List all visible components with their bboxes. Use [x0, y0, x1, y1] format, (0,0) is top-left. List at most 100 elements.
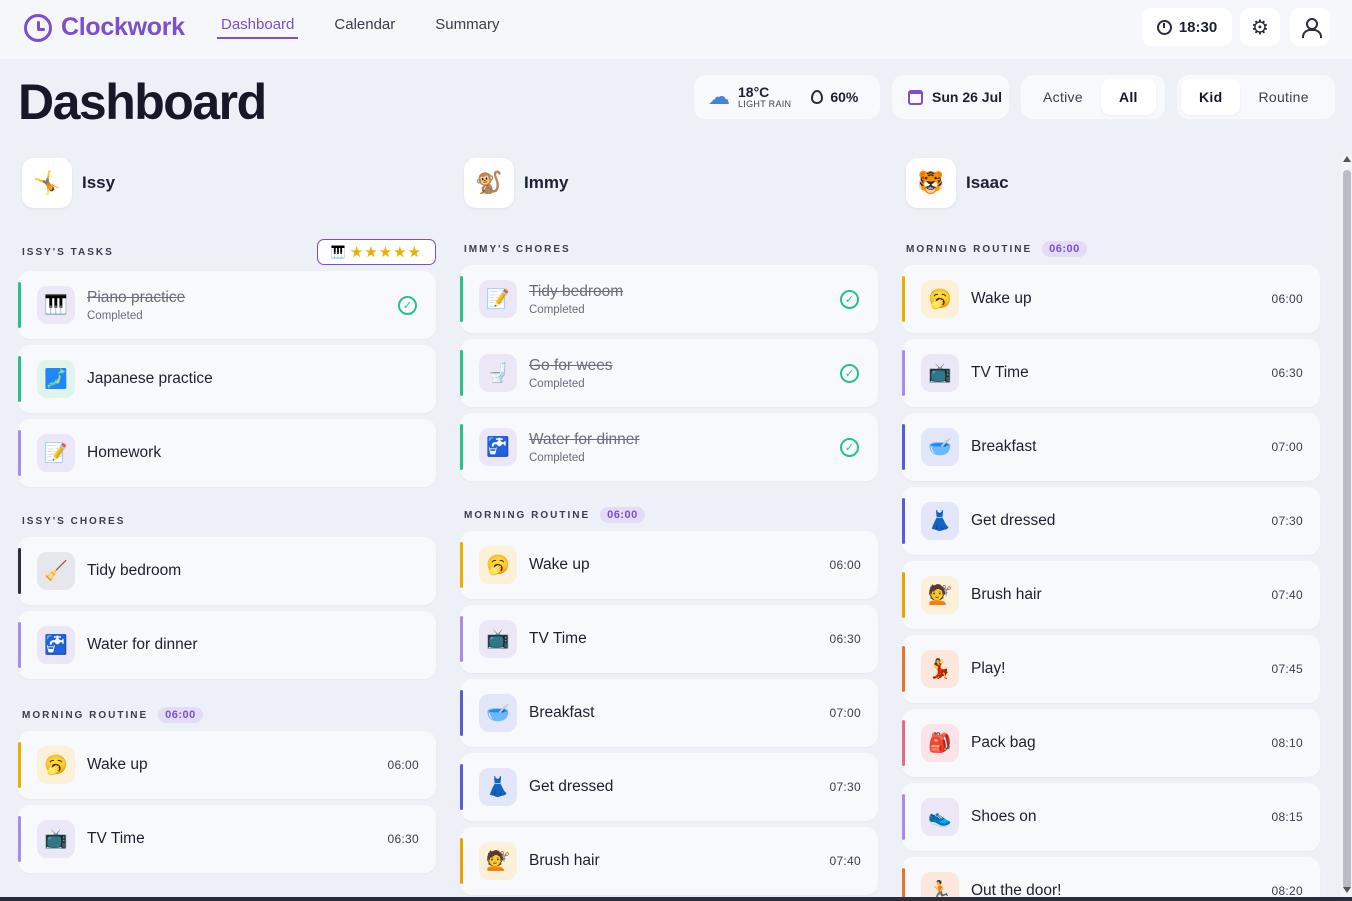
kid-name: Immy: [524, 173, 569, 192]
nav-calendar[interactable]: Calendar: [334, 16, 396, 33]
task-color-bar: [902, 794, 905, 840]
task-color-bar: [902, 424, 905, 470]
task-card[interactable]: 💃 Play! 07:45: [902, 635, 1320, 703]
task-title: Japanese practice: [87, 370, 213, 387]
task-card[interactable]: 👟 Shoes on 08:15: [902, 783, 1320, 851]
current-time: 18:30: [1142, 8, 1232, 46]
task-card[interactable]: 🥱 Wake up 06:00: [902, 265, 1320, 333]
check-circle-icon[interactable]: ✓: [840, 363, 859, 383]
task-card[interactable]: 📝 Tidy bedroom Completed ✓: [460, 265, 878, 333]
task-icon: 🗾: [37, 360, 75, 398]
task-color-bar: [460, 276, 463, 322]
task-color-bar: [460, 838, 463, 884]
section-heading: ISSY'S CHORES: [18, 511, 436, 531]
task-card[interactable]: 🥣 Breakfast 07:00: [902, 413, 1320, 481]
view-routine[interactable]: Routine: [1258, 89, 1309, 105]
task-time: 07:40: [829, 854, 861, 868]
kid-header[interactable]: 🐯 Isaac: [902, 157, 1320, 209]
task-card[interactable]: 🥱 Wake up 06:00: [460, 531, 878, 599]
task-card[interactable]: 👗 Get dressed 07:30: [460, 753, 878, 821]
task-text: Tidy bedroom: [87, 562, 181, 580]
task-card[interactable]: 📺 TV Time 06:30: [18, 805, 436, 873]
kid-avatar: 🤸: [22, 158, 72, 208]
task-card[interactable]: 🚰 Water for dinner: [18, 611, 436, 679]
task-title: Water for dinner: [87, 636, 198, 653]
kid-header[interactable]: 🐒 Immy: [460, 157, 878, 209]
task-card[interactable]: 🏃 Out the door! 08:20: [902, 857, 1320, 901]
task-card[interactable]: 🥣 Breakfast 07:00: [460, 679, 878, 747]
routine-start-badge: 06:00: [158, 707, 203, 723]
settings-button[interactable]: ⚙: [1240, 8, 1280, 46]
task-card[interactable]: 🚽 Go for wees Completed ✓: [460, 339, 878, 407]
view-kid[interactable]: Kid: [1181, 79, 1241, 115]
window-bottom-edge: [0, 897, 1352, 901]
date-display[interactable]: Sun 26 Jul: [892, 75, 1009, 119]
calendar-icon: [908, 89, 923, 105]
kid-avatar: 🐯: [906, 158, 956, 208]
task-icon: 👟: [921, 798, 959, 836]
current-time-value: 18:30: [1178, 18, 1218, 36]
section-heading-text: IMMY'S CHORES: [464, 243, 571, 255]
check-circle-icon[interactable]: ✓: [840, 289, 859, 309]
filter-active[interactable]: Active: [1043, 89, 1083, 105]
task-icon: 📺: [37, 820, 75, 858]
app-name: Clockwork: [61, 13, 185, 41]
scroll-down-arrow-icon[interactable]: [1343, 887, 1351, 893]
task-card[interactable]: 💇 Brush hair 07:40: [460, 827, 878, 895]
task-color-bar: [460, 350, 463, 396]
section-heading-text: ISSY'S CHORES: [22, 515, 126, 527]
task-time: 07:30: [1271, 514, 1303, 528]
star-rating[interactable]: 🎹 ★★★★★: [317, 239, 436, 265]
task-card[interactable]: 🎹 Piano practice Completed ✓: [18, 271, 436, 339]
task-icon: 💇: [921, 576, 959, 614]
kid-name: Issy: [82, 173, 116, 192]
task-time: 07:30: [829, 780, 861, 794]
task-card[interactable]: 🚰 Water for dinner Completed ✓: [460, 413, 878, 481]
nav-summary[interactable]: Summary: [435, 16, 500, 33]
check-circle-icon[interactable]: ✓: [840, 437, 859, 457]
page-title: Dashboard: [18, 74, 267, 130]
task-card[interactable]: 🗾 Japanese practice: [18, 345, 436, 413]
clock-logo-icon: [24, 13, 52, 42]
scrollbar-thumb[interactable]: [1343, 170, 1351, 890]
task-color-bar: [460, 542, 463, 588]
task-time: 06:30: [387, 832, 419, 846]
task-color-bar: [18, 548, 21, 594]
filter-all[interactable]: All: [1100, 79, 1156, 115]
task-color-bar: [18, 742, 21, 788]
gear-icon: ⚙: [1251, 16, 1269, 39]
task-title: Pack bag: [971, 734, 1036, 751]
task-status: Completed: [529, 377, 585, 390]
task-card[interactable]: 🎒 Pack bag 08:10: [902, 709, 1320, 777]
weather-temperature: 18°C: [738, 84, 770, 100]
task-time: 06:00: [1271, 292, 1303, 306]
task-card[interactable]: 🥱 Wake up 06:00: [18, 731, 436, 799]
task-title: Brush hair: [971, 586, 1042, 603]
task-card[interactable]: 📺 TV Time 06:30: [460, 605, 878, 673]
view-toggle: Kid Routine: [1177, 75, 1335, 119]
profile-button[interactable]: [1290, 8, 1330, 46]
section-heading: MORNING ROUTINE 06:00: [902, 239, 1320, 259]
task-text: Wake up: [971, 290, 1032, 308]
kid-name: Isaac: [966, 173, 1009, 192]
task-time: 08:15: [1271, 810, 1303, 824]
task-text: TV Time: [87, 830, 145, 848]
scroll-up-arrow-icon[interactable]: [1343, 156, 1351, 162]
date-text: Sun 26 Jul: [932, 89, 1003, 105]
task-text: Get dressed: [971, 512, 1055, 530]
task-card[interactable]: 👗 Get dressed 07:30: [902, 487, 1320, 555]
task-title: Go for wees: [529, 356, 613, 374]
kid-header[interactable]: 🤸 Issy: [18, 157, 436, 209]
section-heading: IMMY'S CHORES: [460, 239, 878, 259]
task-card[interactable]: 💇 Brush hair 07:40: [902, 561, 1320, 629]
check-circle-icon[interactable]: ✓: [398, 295, 417, 315]
section-heading: ISSY'S TASKS 🎹 ★★★★★: [18, 239, 436, 265]
task-card[interactable]: 📝 Homework: [18, 419, 436, 487]
task-time: 06:30: [1271, 366, 1303, 380]
task-card[interactable]: 🧹 Tidy bedroom: [18, 537, 436, 605]
task-card[interactable]: 📺 TV Time 06:30: [902, 339, 1320, 407]
task-icon: 📺: [921, 354, 959, 392]
task-icon: 💃: [921, 650, 959, 688]
nav-dashboard[interactable]: Dashboard: [217, 16, 299, 39]
app-logo[interactable]: Clockwork: [24, 13, 185, 42]
